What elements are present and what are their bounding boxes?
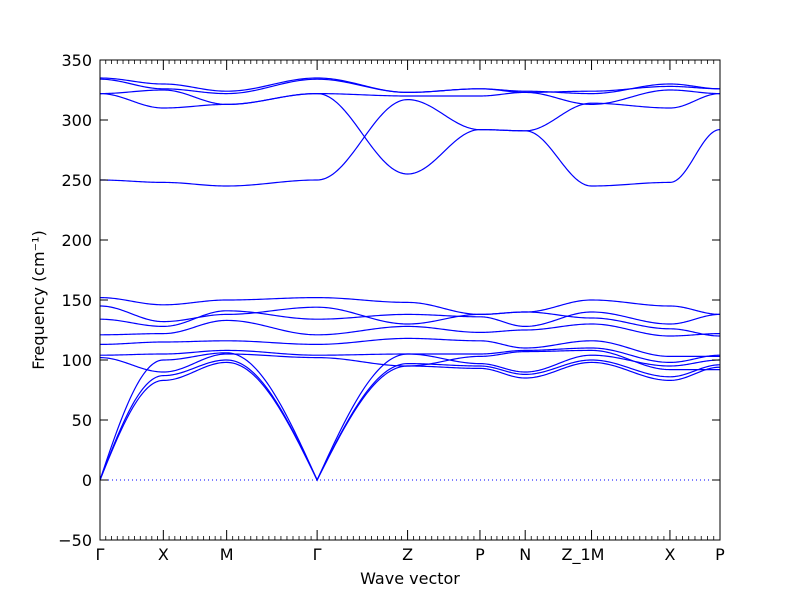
band-line-10 [99, 297, 721, 315]
band-line-13 [99, 89, 721, 106]
band-line-12 [99, 92, 721, 175]
x-tick-label: Z [402, 545, 413, 564]
band-line-6 [100, 337, 720, 357]
x-axis-ticks: Γ X M Γ Z P N Z_1M X P [96, 60, 725, 565]
y-tick-label: 300 [61, 111, 92, 130]
x-tick-label: X [664, 545, 675, 564]
x-tick-label: Z_1M [562, 545, 605, 565]
band-line-15 [99, 77, 721, 95]
plot-area [100, 60, 720, 540]
plot-frame [99, 59, 721, 541]
band-line-5 [100, 347, 721, 364]
y-tick-label: 50 [72, 411, 92, 430]
band-line-9 [99, 305, 721, 337]
phonon-bands [99, 77, 721, 482]
x-tick-label: Γ [313, 545, 322, 564]
x-axis-label: Wave vector [360, 569, 460, 588]
y-tick-label: 100 [61, 351, 92, 370]
band-line-1 [99, 361, 721, 482]
y-tick-label: 250 [61, 171, 92, 190]
minor-ticks [105, 60, 715, 540]
x-tick-label: M [220, 545, 234, 564]
y-tick-label: 200 [61, 231, 92, 250]
x-tick-label: N [519, 545, 531, 564]
y-tick-label: 350 [61, 51, 92, 70]
band-line-4 [99, 349, 720, 373]
x-tick-label: P [715, 545, 725, 564]
band-line-7 [100, 319, 720, 337]
x-tick-label: X [158, 545, 169, 564]
y-tick-label: 0 [82, 471, 92, 490]
y-axis-ticks: −50 0 50 100 150 200 250 300 350 [58, 51, 720, 550]
y-axis-label: Frequency (cm⁻¹) [29, 230, 48, 369]
x-tick-label: Γ [96, 545, 105, 564]
band-line-11 [100, 98, 721, 187]
y-tick-label: −50 [58, 531, 92, 550]
band-line-2 [99, 359, 721, 482]
y-tick-label: 150 [61, 291, 92, 310]
x-tick-label: P [475, 545, 485, 564]
